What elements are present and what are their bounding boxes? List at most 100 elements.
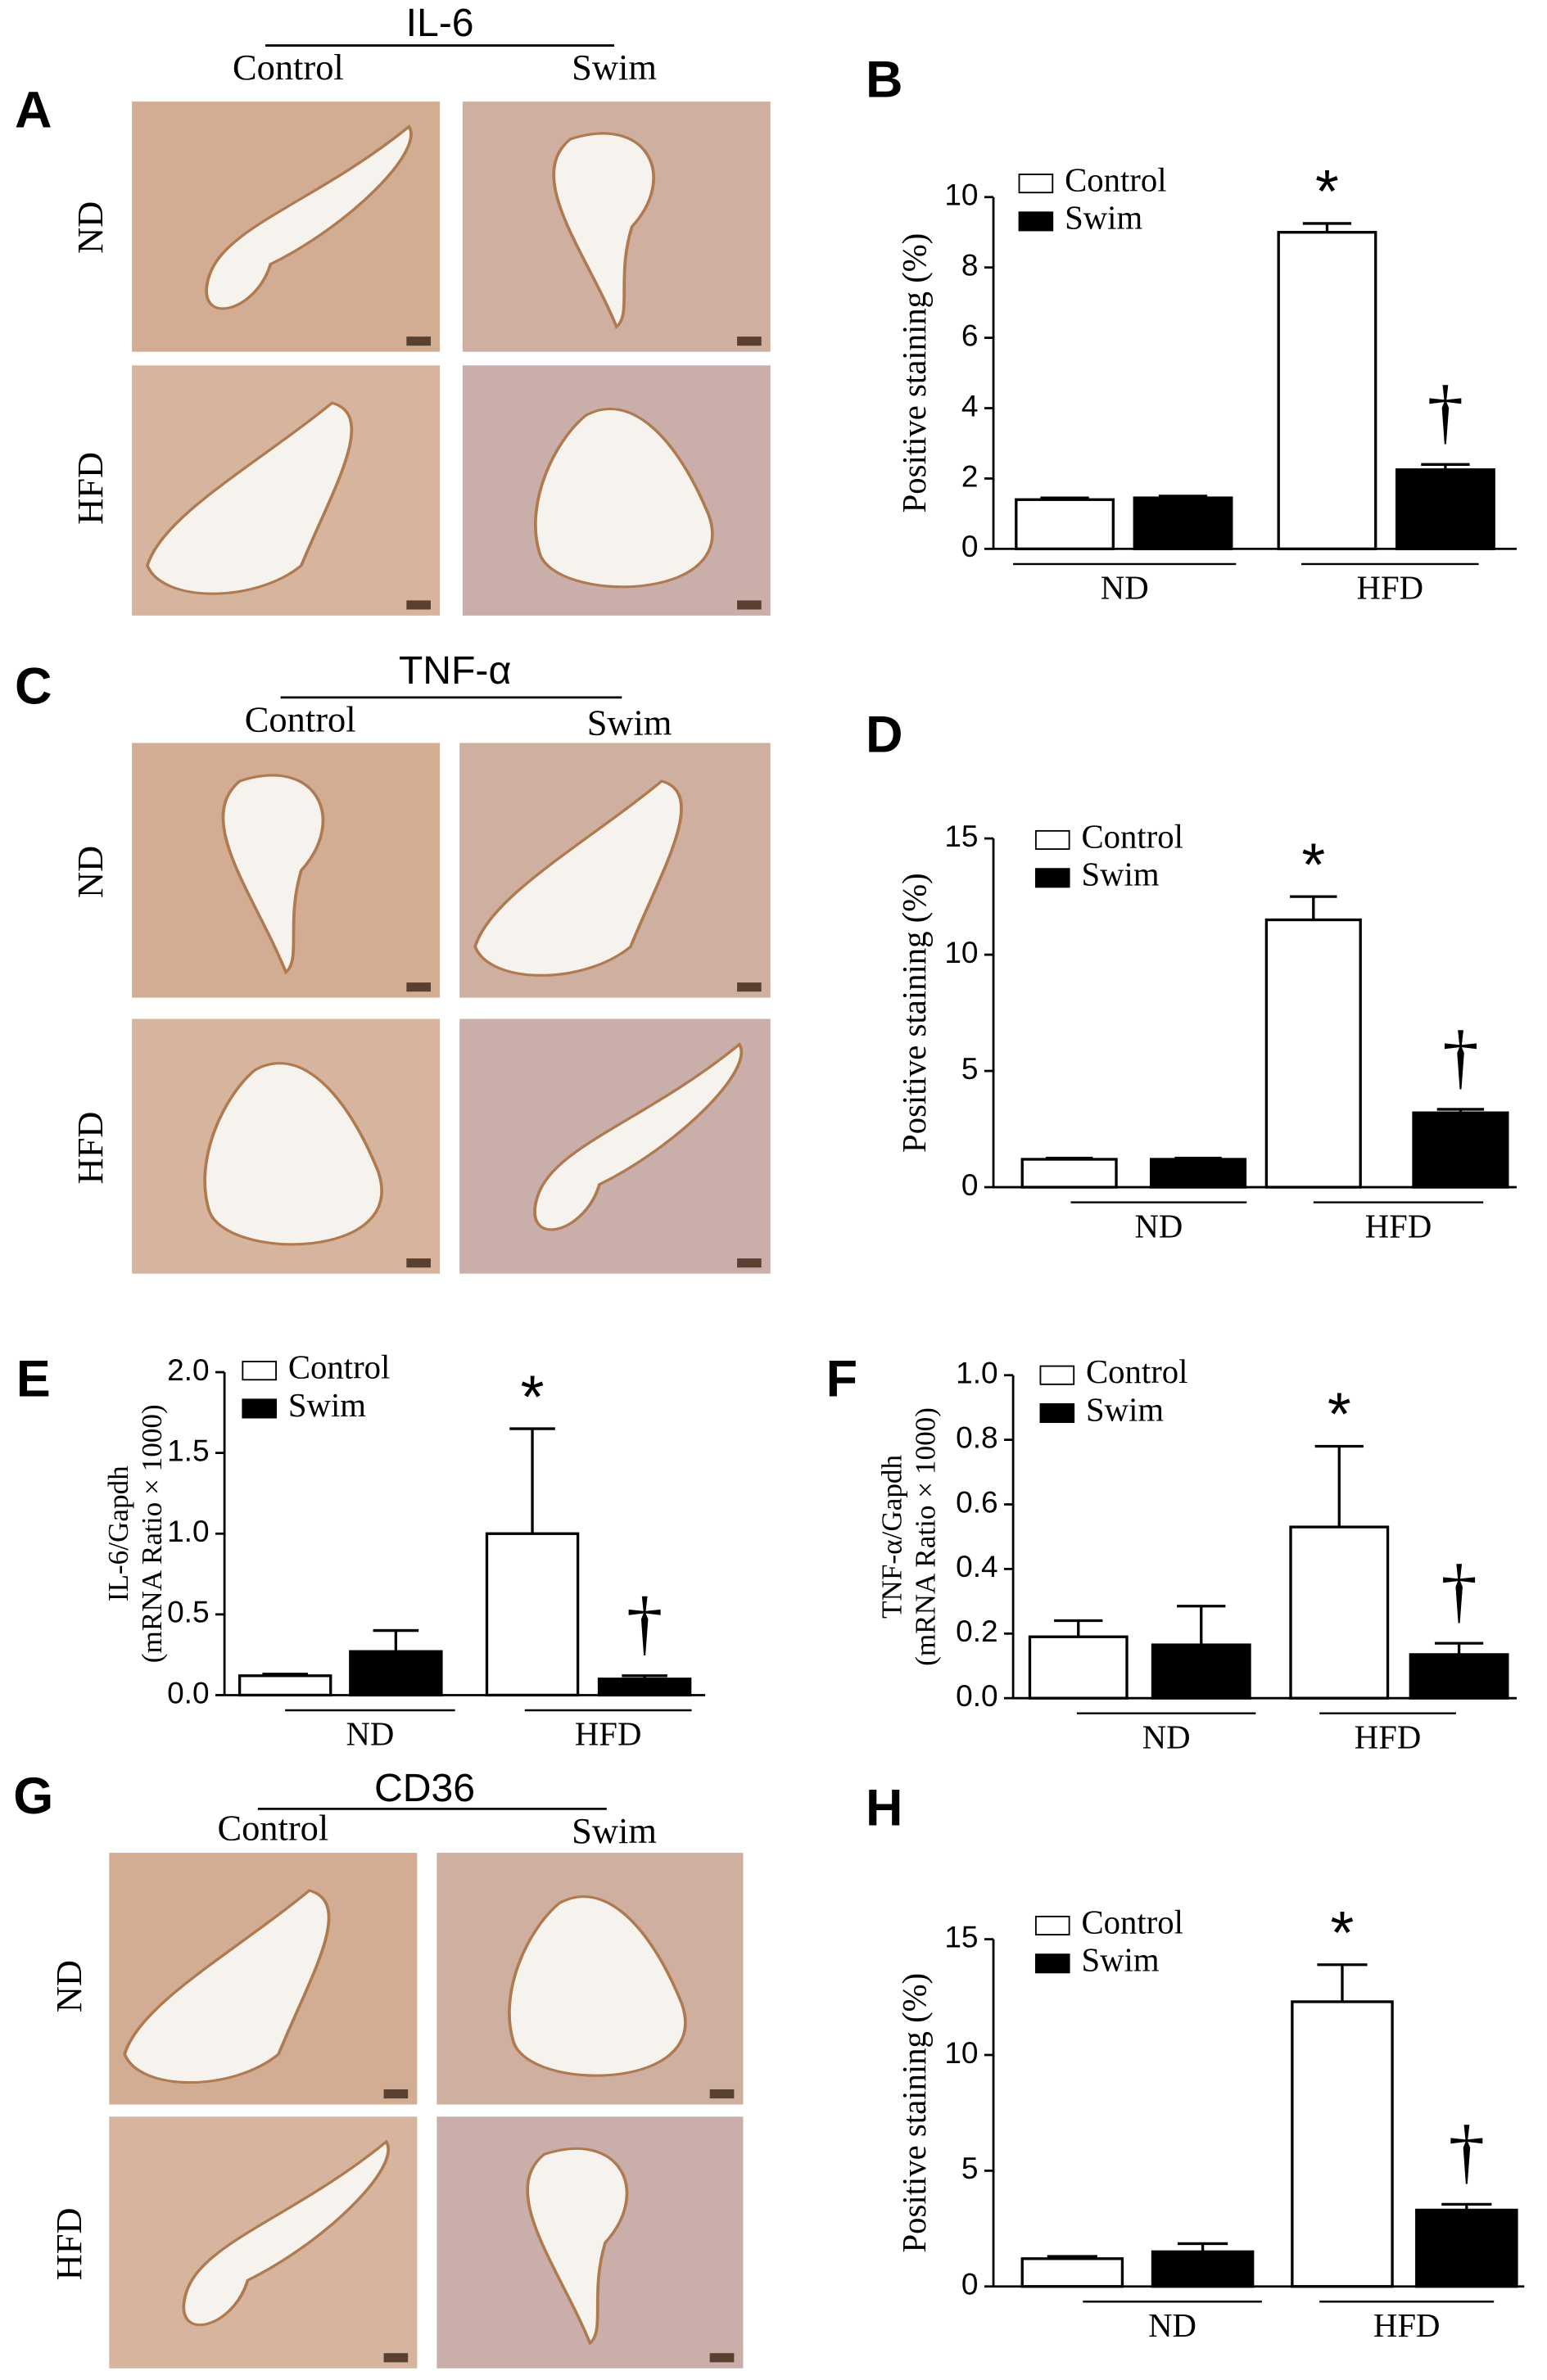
scale-bar	[406, 336, 431, 346]
scale-bar	[737, 600, 762, 610]
column-label: Control	[233, 47, 344, 88]
legend-swatch	[1034, 1953, 1070, 1974]
legend-swatch	[1018, 174, 1054, 194]
bar	[1277, 231, 1377, 551]
error-bar	[1177, 1605, 1226, 1646]
significance-marker: *	[1315, 157, 1339, 225]
y-tick-label: 0.8	[956, 1420, 997, 1454]
y-tick-label: 1.5	[167, 1433, 209, 1467]
y-axis-label: Positive staining (%)	[896, 233, 933, 513]
y-tick-label: 15	[944, 819, 978, 853]
bar	[1395, 468, 1495, 551]
bar	[1412, 1111, 1509, 1189]
bar	[1151, 1643, 1251, 1700]
scale-bar	[406, 600, 431, 610]
y-tick-label: 0.0	[956, 1678, 997, 1713]
y-tick-label: 6	[961, 318, 979, 352]
legend-swatch	[1039, 1365, 1075, 1385]
scale-bar	[406, 982, 431, 992]
panel-letter: D	[866, 707, 902, 764]
y-tick-label: 0.4	[956, 1549, 997, 1583]
panel-letter: B	[866, 51, 902, 108]
row-label: HFD	[70, 452, 111, 525]
y-tick-label: 10	[944, 178, 978, 212]
panel-letter: F	[826, 1351, 857, 1408]
significance-marker: *	[1328, 1380, 1351, 1448]
y-axis-label: (mRNA Ratio × 1000)	[136, 1404, 168, 1663]
x-tick-label: ND	[1148, 2307, 1196, 2344]
scale-bar	[383, 2089, 409, 2099]
bar	[1151, 2250, 1255, 2288]
error-bar	[1174, 1156, 1222, 1160]
column-label: Swim	[587, 702, 672, 743]
y-tick-label: 2	[961, 458, 979, 493]
bar	[1409, 1653, 1509, 1700]
bar	[349, 1650, 443, 1697]
vessel	[145, 401, 354, 595]
column-label: Swim	[572, 1810, 657, 1851]
legend-label: Swim	[1065, 200, 1142, 237]
significance-marker: †	[1427, 372, 1463, 452]
vessel	[533, 1041, 743, 1231]
y-tick-label: 0.6	[956, 1484, 997, 1519]
stain-title: TNF-α	[399, 648, 511, 693]
bar	[1291, 2000, 1394, 2288]
y-tick-label: 0	[961, 529, 979, 563]
vessel	[508, 1895, 687, 2077]
legend-label: Swim	[288, 1387, 366, 1424]
legend-swatch	[1039, 1402, 1075, 1424]
column-label: Control	[217, 1807, 328, 1848]
scale-bar	[709, 2353, 735, 2363]
vessel	[552, 132, 655, 329]
error-bar	[1434, 1642, 1484, 1655]
legend-label: Swim	[1081, 856, 1159, 893]
y-tick-label: 4	[961, 388, 979, 422]
error-bar	[1047, 2255, 1097, 2259]
error-bar	[1302, 222, 1352, 233]
error-bar	[1045, 1156, 1093, 1160]
legend-label: Control	[288, 1349, 390, 1386]
y-axis-label: Positive staining (%)	[896, 1973, 933, 2253]
y-axis-label: (mRNA Ratio × 1000)	[909, 1407, 941, 1666]
vessel	[533, 407, 714, 589]
x-tick-label: HFD	[575, 1716, 642, 1753]
y-tick-label: 5	[961, 1051, 979, 1086]
stain-title: IL-6	[406, 1, 474, 45]
bar	[1028, 1635, 1129, 1700]
y-tick-label: 0.2	[956, 1614, 997, 1648]
vessel	[221, 774, 325, 975]
legend-label: Swim	[1086, 1391, 1164, 1428]
panel-letter: G	[13, 1768, 53, 1825]
error-bar	[1158, 495, 1208, 499]
vessel	[203, 1062, 383, 1246]
y-tick-label: 8	[961, 247, 979, 282]
stain-title: CD36	[374, 1766, 475, 1810]
y-axis-label: IL-6/Gapdh	[102, 1465, 134, 1601]
row-label: HFD	[48, 2207, 89, 2280]
bar	[1415, 2208, 1518, 2288]
error-bar	[1436, 1108, 1485, 1113]
x-tick-label: ND	[1142, 1718, 1191, 1755]
row-label: ND	[70, 846, 111, 898]
bar	[1264, 918, 1362, 1189]
error-bar	[1290, 895, 1337, 920]
vessel	[205, 124, 413, 310]
significance-marker: *	[1301, 830, 1325, 898]
bar	[1020, 1158, 1118, 1189]
legend-swatch	[1034, 1915, 1070, 1936]
bar	[1015, 498, 1115, 551]
legend-swatch	[1034, 868, 1070, 888]
vessel	[123, 1889, 331, 2084]
vessel	[182, 2139, 390, 2327]
scale-bar	[709, 2089, 735, 2099]
bar	[237, 1674, 332, 1697]
x-tick-label: ND	[346, 1716, 394, 1753]
y-axis-label: Positive staining (%)	[896, 873, 933, 1153]
y-tick-label: 0.0	[167, 1675, 209, 1709]
y-tick-label: 15	[944, 1919, 978, 1953]
y-tick-label: 2.0	[167, 1353, 209, 1387]
x-tick-label: HFD	[1373, 2307, 1441, 2344]
bar	[597, 1678, 692, 1697]
x-tick-label: ND	[1101, 570, 1149, 607]
